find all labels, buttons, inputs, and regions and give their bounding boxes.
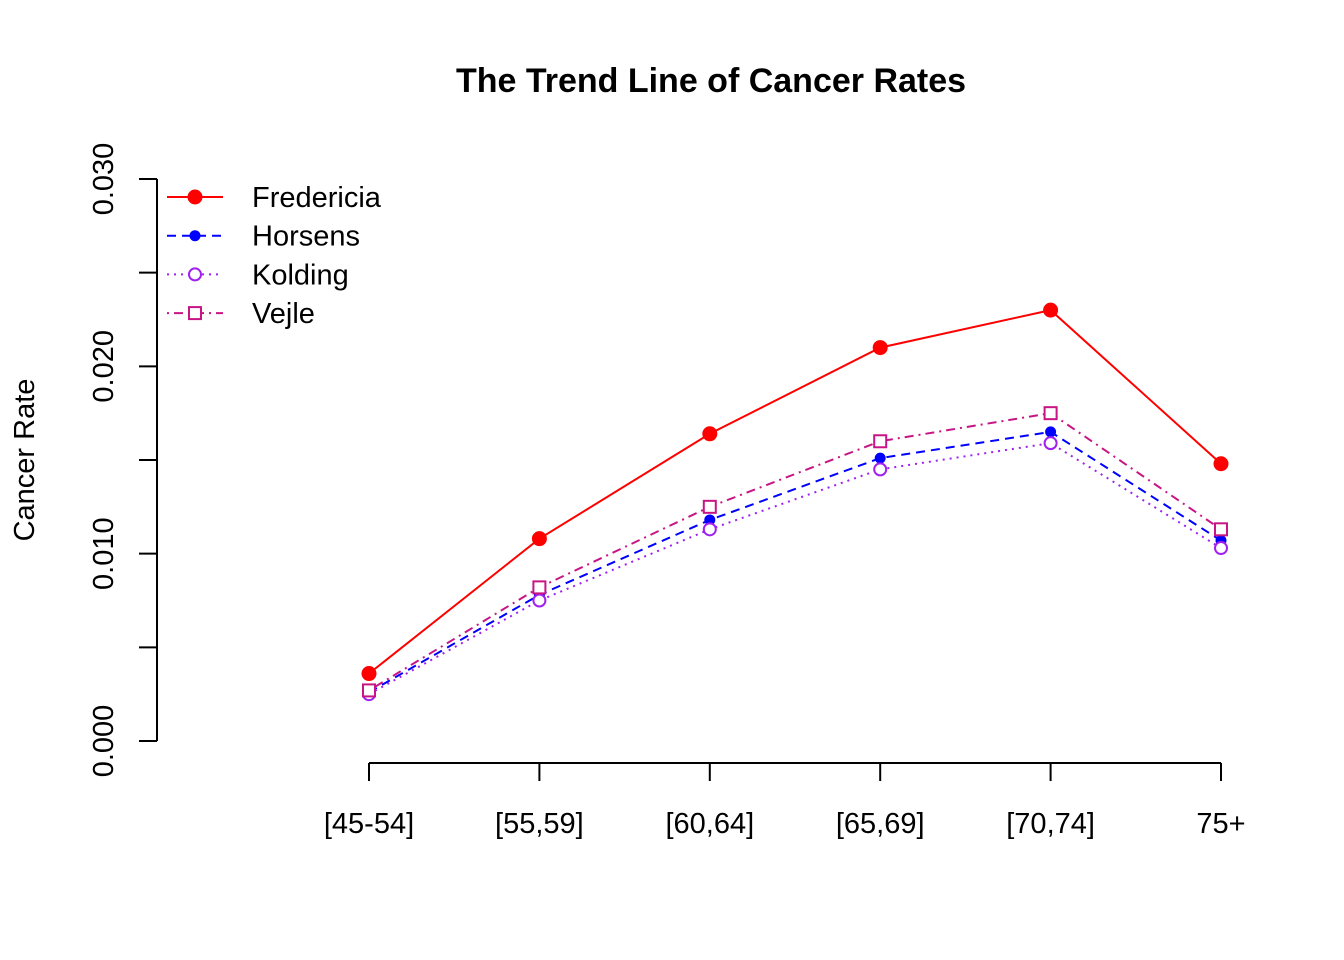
legend-label: Fredericia [252, 182, 382, 214]
y-tick-label: 0.030 [88, 143, 120, 216]
series-fredericia [361, 302, 1229, 682]
legend-label: Horsens [252, 221, 360, 253]
legend-marker [188, 306, 202, 321]
data-point-vejle [1043, 406, 1058, 421]
data-point-kolding [702, 522, 717, 537]
data-point-vejle [873, 434, 888, 449]
legend-label: Vejle [252, 298, 315, 330]
series-vejle [362, 406, 1228, 698]
series-line-vejle [368, 412, 1222, 692]
data-point-fredericia [702, 426, 718, 442]
series-line-horsens [368, 430, 1222, 694]
data-point-kolding [532, 593, 547, 608]
legend-item-horsens: Horsens [167, 221, 360, 253]
series-line-fredericia [368, 309, 1222, 675]
y-axis-label: Cancer Rate [9, 379, 41, 542]
data-point-vejle [1214, 522, 1228, 537]
data-point-fredericia [1043, 302, 1059, 318]
data-point-horsens [874, 452, 886, 464]
legend: Fredericia Horsens Kolding Vejle [167, 182, 382, 330]
legend-item-vejle: Vejle [167, 298, 315, 330]
x-tick-label: [70,74] [1006, 808, 1095, 840]
legend-item-kolding: Kolding [167, 259, 349, 291]
y-tick-label: 0.010 [88, 517, 120, 590]
data-point-fredericia [872, 340, 888, 356]
legend-marker [187, 189, 203, 205]
data-point-kolding [1214, 541, 1228, 556]
data-point-fredericia [1213, 456, 1229, 472]
y-axis-ticks: 0.000 0.010 0.020 0.030 [88, 143, 157, 778]
legend-marker [188, 267, 202, 282]
data-point-fredericia [531, 531, 547, 547]
x-tick-label: [55,59] [495, 808, 584, 840]
data-point-vejle [532, 580, 547, 595]
data-point-kolding [873, 462, 888, 477]
legend-marker [189, 230, 201, 242]
data-point-vejle [362, 683, 376, 698]
x-tick-label: [60,64] [665, 808, 754, 840]
data-point-kolding [1043, 436, 1058, 451]
series-horsens [363, 426, 1227, 698]
data-point-vejle [702, 499, 717, 514]
x-tick-label: [45-54] [324, 808, 414, 840]
legend-label: Kolding [252, 259, 349, 291]
legend-item-fredericia: Fredericia [167, 182, 382, 214]
data-point-fredericia [361, 666, 377, 682]
chart-title: The Trend Line of Cancer Rates [456, 62, 966, 100]
x-axis-ticks: [45-54] [55,59] [60,64] [65,69] [70,74] 75+ [324, 763, 1246, 840]
x-tick-label: 75+ [1196, 808, 1245, 840]
y-tick-label: 0.000 [88, 705, 120, 778]
series-line-kolding [368, 442, 1222, 696]
series-layer [361, 302, 1229, 702]
x-tick-label: [65,69] [836, 808, 925, 840]
y-tick-label: 0.020 [88, 330, 120, 403]
data-point-horsens [1045, 426, 1057, 438]
series-kolding [362, 436, 1228, 702]
